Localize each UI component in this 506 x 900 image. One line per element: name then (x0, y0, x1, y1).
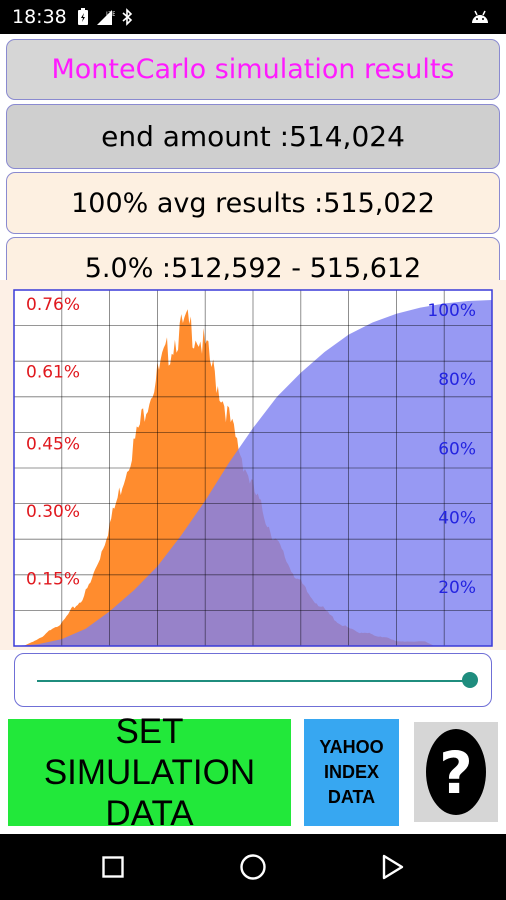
right-tick-label: 80% (438, 370, 476, 390)
status-time: 18:38 (12, 6, 67, 28)
battery-saver-icon (77, 8, 88, 25)
range-slider[interactable] (14, 653, 492, 707)
navigation-bar (0, 834, 506, 900)
recents-triangle-icon[interactable] (376, 850, 410, 884)
right-tick-label: 20% (438, 578, 476, 598)
bluetooth-icon (122, 8, 132, 26)
svg-text:LTE: LTE (106, 11, 115, 18)
left-tick-label: 0.61% (26, 363, 80, 383)
distribution-chart: 0.76% 0.61% 0.45% 0.30% 0.15% 100% 80% 60% 40% 20… (0, 280, 506, 650)
confidence-label: 5.0% :512,592 - 515,612 (84, 253, 422, 284)
yahoo-index-data-button[interactable]: YAHOO INDEX DATA (304, 719, 399, 826)
histogram-series (14, 309, 492, 646)
help-glyph: ? (439, 739, 473, 807)
android-debug-icon (472, 10, 488, 23)
left-tick-label: 0.45% (26, 435, 80, 455)
help-button[interactable]: ? (414, 722, 498, 822)
chart-svg: 0.76% 0.61% 0.45% 0.30% 0.15% 100% 80% 60% 40% 20… (13, 289, 493, 647)
end-amount-label: end amount :514,024 (101, 120, 405, 153)
plot-border (13, 289, 493, 647)
signal-lte-icon: LTE (96, 10, 115, 25)
left-tick-label: 0.76% (26, 295, 80, 315)
right-tick-label: 100% (427, 301, 476, 321)
set-simulation-data-button[interactable]: SET SIMULATION DATA (8, 712, 291, 833)
set-simulation-data-label: SET SIMULATION DATA (43, 712, 256, 833)
right-tick-label: 60% (438, 439, 476, 459)
left-tick-label: 0.30% (26, 502, 80, 522)
end-amount-panel: end amount :514,024 (6, 104, 500, 169)
right-tick-label: 40% (438, 509, 476, 529)
slider-track[interactable] (37, 680, 469, 682)
left-tick-label: 0.15% (26, 570, 80, 590)
yahoo-index-data-label: YAHOO INDEX DATA (319, 737, 384, 807)
title-panel: MonteCarlo simulation results (6, 39, 500, 100)
home-circle-icon[interactable] (236, 850, 270, 884)
help-icon: ? (426, 729, 486, 815)
slider-thumb[interactable] (462, 672, 478, 688)
status-icons: LTE (77, 8, 133, 26)
status-bar: 18:38 LTE (0, 0, 506, 34)
page-title: MonteCarlo simulation results (51, 54, 455, 85)
avg-results-panel: 100% avg results :515,022 (6, 172, 500, 234)
avg-results-label: 100% avg results :515,022 (71, 187, 435, 219)
back-square-icon[interactable] (96, 850, 130, 884)
